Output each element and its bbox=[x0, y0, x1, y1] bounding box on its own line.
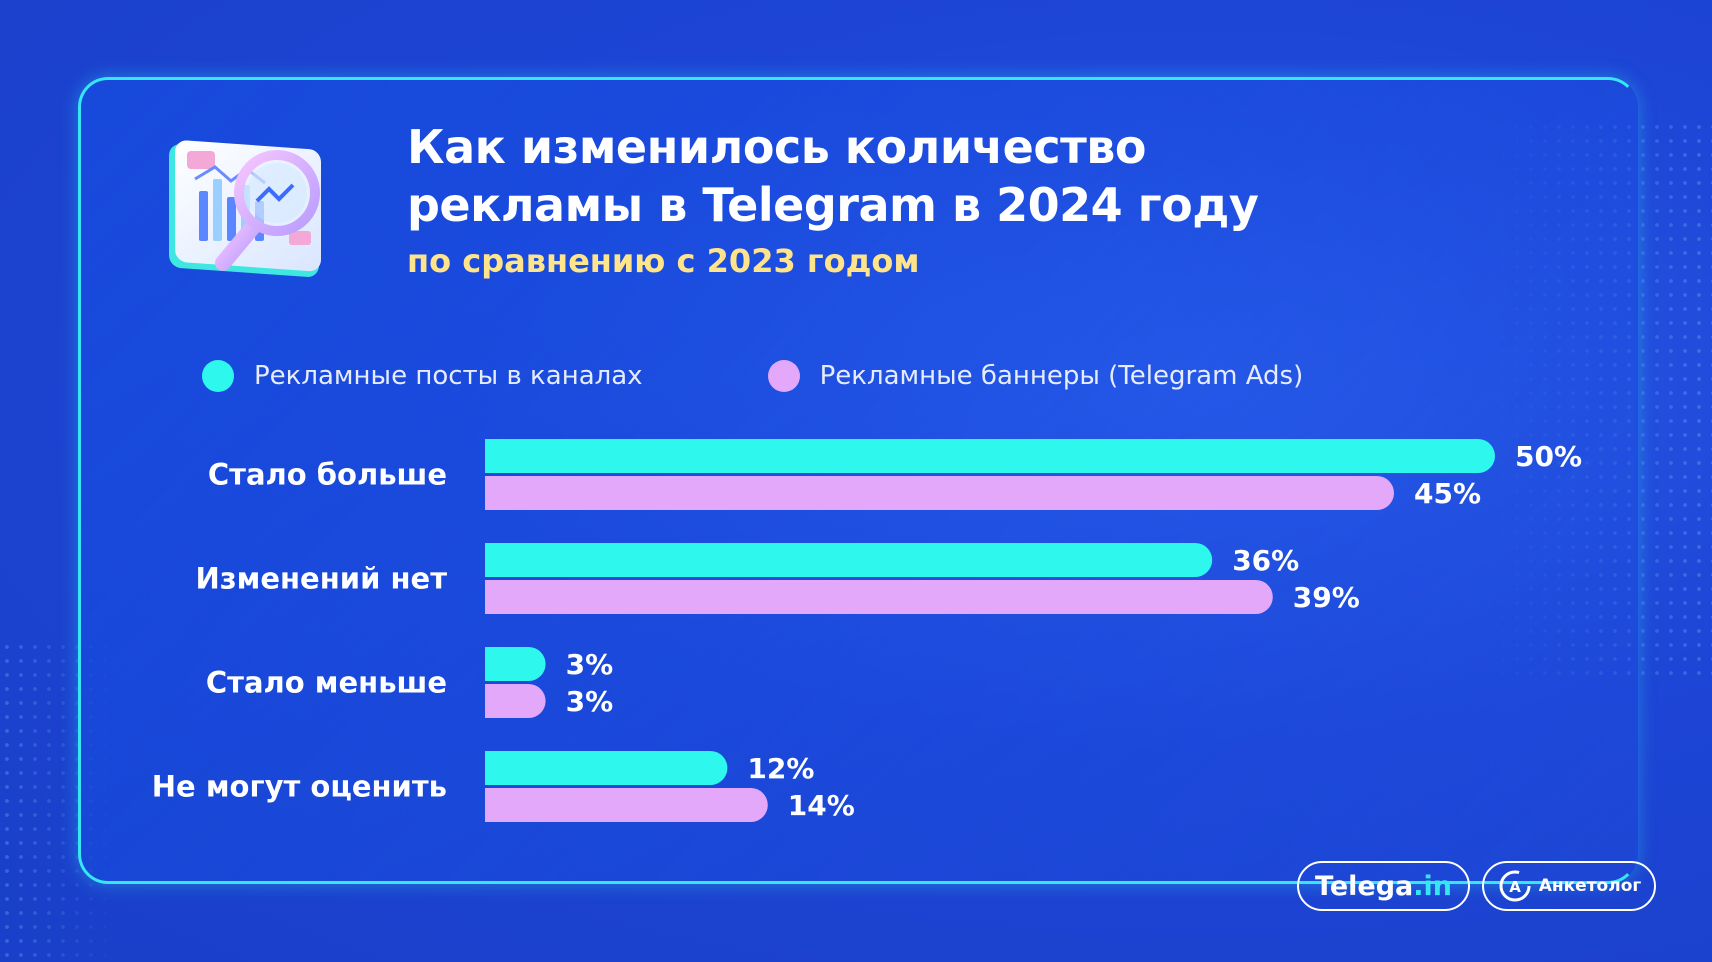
svg-text:A: A bbox=[1509, 878, 1521, 896]
bar-posts-2 bbox=[485, 543, 1213, 577]
bar-posts-4 bbox=[485, 751, 728, 785]
bar-banners-2 bbox=[485, 580, 1273, 614]
bar-chart: Стало больше 50% 45% Изменений нет 36% 39% Ста… bbox=[152, 439, 1582, 822]
value-label-posts-4: 12% bbox=[747, 752, 814, 785]
anketolog-logo: A Анкетолог bbox=[1482, 861, 1656, 911]
telega-logo-main: Telega bbox=[1315, 870, 1414, 902]
category-label-1: Стало больше bbox=[208, 458, 447, 492]
bar-banners-3 bbox=[485, 684, 546, 718]
bar-posts-3 bbox=[485, 647, 546, 681]
page-subtitle: по сравнению с 2023 годом bbox=[407, 242, 920, 280]
value-label-banners-2: 39% bbox=[1293, 581, 1360, 614]
value-label-banners-3: 3% bbox=[566, 685, 614, 718]
bar-banners-1 bbox=[485, 476, 1394, 510]
bar-posts-1 bbox=[485, 439, 1495, 473]
value-label-posts-3: 3% bbox=[566, 648, 614, 681]
value-label-posts-1: 50% bbox=[1515, 440, 1582, 473]
page-title: Как изменилось количество рекламы в Tele… bbox=[407, 120, 1259, 232]
value-label-banners-1: 45% bbox=[1414, 477, 1481, 510]
legend-swatch-posts bbox=[202, 360, 234, 392]
legend-item-banners: Рекламные баннеры (Telegram Ads) bbox=[767, 360, 1304, 392]
telega-logo-suffix: .in bbox=[1413, 870, 1452, 902]
anketolog-logo-icon: A bbox=[1499, 870, 1531, 902]
bar-banners-4 bbox=[485, 788, 768, 822]
category-label-2: Изменений нет bbox=[196, 562, 448, 596]
chart-legend: Рекламные посты в каналах Рекламные банн… bbox=[202, 356, 1303, 396]
category-label-3: Стало меньше bbox=[206, 666, 447, 700]
legend-label-posts: Рекламные посты в каналах bbox=[254, 361, 643, 391]
value-label-posts-2: 36% bbox=[1232, 544, 1299, 577]
telega-logo: Telega .in bbox=[1297, 861, 1470, 911]
legend-item-posts: Рекламные посты в каналах bbox=[202, 360, 643, 392]
legend-swatch-banners bbox=[767, 360, 800, 392]
legend-label-banners: Рекламные баннеры (Telegram Ads) bbox=[819, 361, 1304, 391]
chart-magnifier-icon bbox=[169, 140, 321, 277]
category-label-4: Не могут оценить bbox=[152, 770, 447, 804]
value-label-banners-4: 14% bbox=[788, 789, 855, 822]
anketolog-logo-text: Анкетолог bbox=[1538, 876, 1642, 896]
